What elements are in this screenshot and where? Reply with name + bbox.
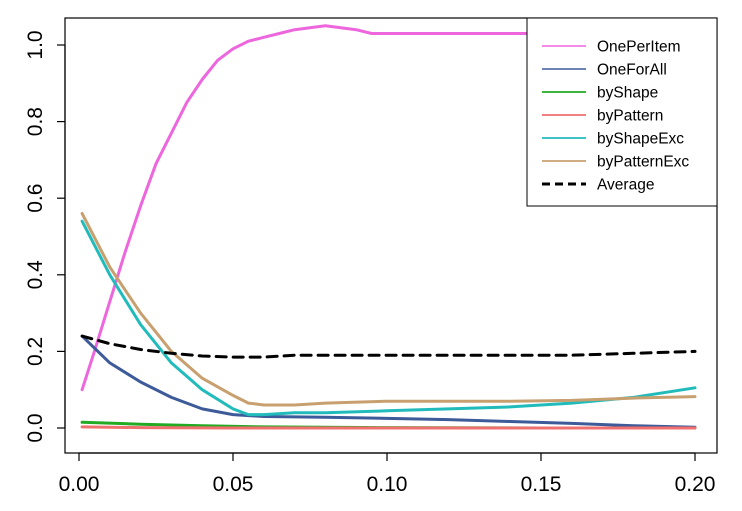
- legend-label: Average: [597, 177, 654, 194]
- legend-label: byPatternExc: [597, 154, 689, 171]
- legend: OnePerItem OneForAll byShape byPattern bySha…: [526, 17, 718, 207]
- series-line-bypatternexc: [80, 212, 697, 407]
- y-tick-label: 0.2: [24, 337, 47, 366]
- series-line-oneperitem: [80, 24, 543, 392]
- legend-box: [526, 17, 718, 207]
- x-tick-label: 0.15: [521, 473, 562, 496]
- x-tick-label: 0.05: [213, 473, 254, 496]
- legend-label: byShapeExc: [597, 131, 684, 148]
- series-layer: [80, 24, 697, 430]
- y-tick-label: 0.6: [24, 184, 47, 213]
- y-tick-label: 0.0: [24, 413, 47, 442]
- legend-items: OnePerItem OneForAll byShape byPattern bySha…: [542, 39, 689, 194]
- series-line-average: [80, 334, 697, 359]
- x-tick-label: 0.20: [675, 473, 716, 496]
- x-tick-label: 0.10: [367, 473, 408, 496]
- legend-label: byPattern: [597, 108, 663, 125]
- x-axis: 0.00 0.05 0.10 0.15 0.20: [59, 452, 716, 496]
- y-tick-label: 1.0: [24, 30, 47, 59]
- x-tick-label: 0.00: [59, 473, 100, 496]
- y-axis: 0.0 0.2 0.4 0.6 0.8 1.0: [24, 30, 66, 443]
- legend-label: OneForAll: [597, 62, 667, 79]
- y-tick-label: 0.8: [24, 107, 47, 136]
- legend-label: byShape: [597, 85, 658, 102]
- legend-label: OnePerItem: [597, 39, 681, 56]
- series-line-oneforall: [80, 334, 697, 429]
- y-tick-label: 0.4: [24, 260, 47, 290]
- series-line-bypattern: [80, 425, 697, 430]
- series-line-byshapeexc: [80, 219, 697, 417]
